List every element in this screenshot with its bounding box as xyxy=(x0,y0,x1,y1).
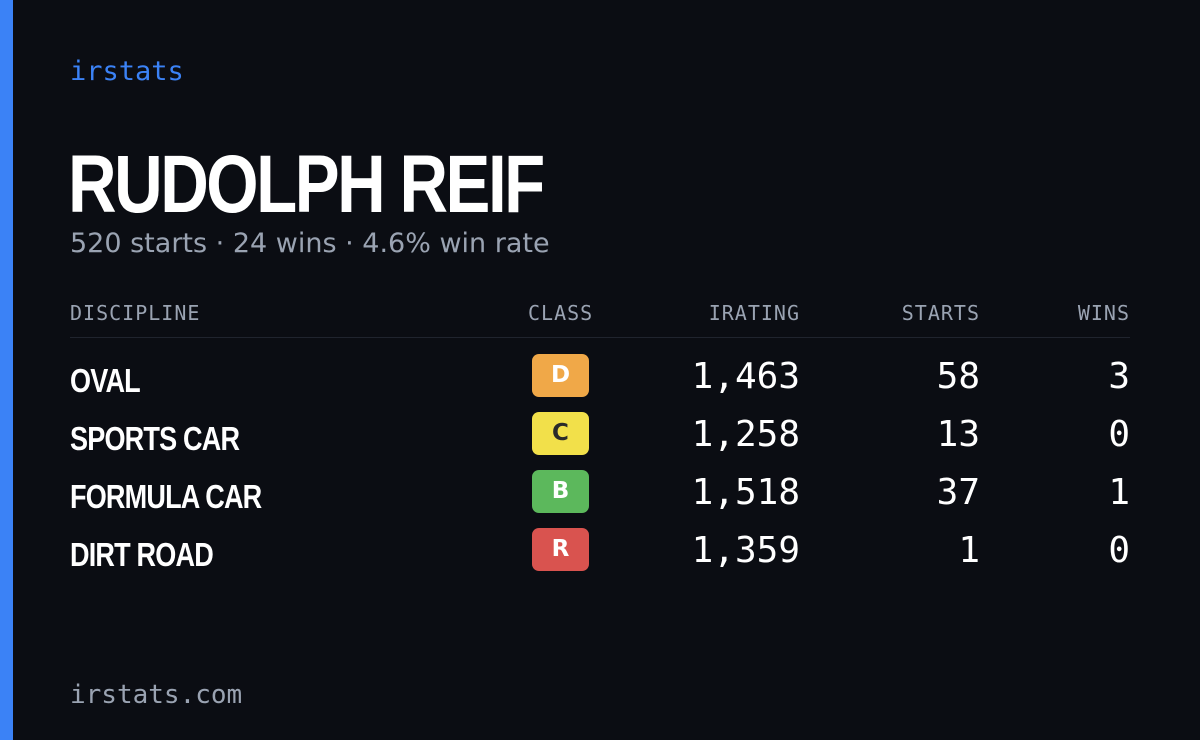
wins-value: 3 xyxy=(1108,356,1130,397)
wins-value: 0 xyxy=(1108,530,1130,571)
wins-value: 0 xyxy=(1108,414,1130,455)
header-irating: IRATING xyxy=(708,301,800,325)
table-row-oval: OVAL D 1,463 58 3 xyxy=(0,354,1200,412)
irating-value: 1,518 xyxy=(691,472,800,513)
discipline-label: OVAL xyxy=(70,362,141,399)
header-class: CLASS xyxy=(528,301,594,325)
irating-value: 1,463 xyxy=(691,356,800,397)
starts-value: 37 xyxy=(936,472,980,513)
class-badge: B xyxy=(532,470,589,513)
class-badge: C xyxy=(532,412,589,455)
footer-url: irstats.com xyxy=(70,680,243,710)
irating-value: 1,258 xyxy=(691,414,800,455)
header-divider xyxy=(70,337,1130,338)
driver-summary: 520 starts · 24 wins · 4.6% win rate xyxy=(70,228,550,259)
table-row-dirt-road: DIRT ROAD R 1,359 1 0 xyxy=(0,528,1200,586)
irating-value: 1,359 xyxy=(691,530,800,571)
header-wins: WINS xyxy=(1077,301,1130,325)
class-badge: D xyxy=(532,354,589,397)
driver-name: RUDOLPH REIF xyxy=(68,139,545,230)
discipline-label: SPORTS CAR xyxy=(70,420,240,457)
table-row-sports-car: SPORTS CAR C 1,258 13 0 xyxy=(0,412,1200,470)
starts-value: 13 xyxy=(936,414,980,455)
table-row-formula-car: FORMULA CAR B 1,518 37 1 xyxy=(0,470,1200,528)
header-discipline: DISCIPLINE xyxy=(70,301,201,325)
brand-logo-text: irstats xyxy=(70,56,184,87)
starts-value: 1 xyxy=(958,530,980,571)
class-badge: R xyxy=(532,528,589,571)
wins-value: 1 xyxy=(1108,472,1130,513)
header-starts: STARTS xyxy=(901,301,980,325)
accent-bar xyxy=(0,0,13,740)
discipline-label: DIRT ROAD xyxy=(70,536,214,573)
discipline-label: FORMULA CAR xyxy=(70,478,262,515)
starts-value: 58 xyxy=(936,356,980,397)
